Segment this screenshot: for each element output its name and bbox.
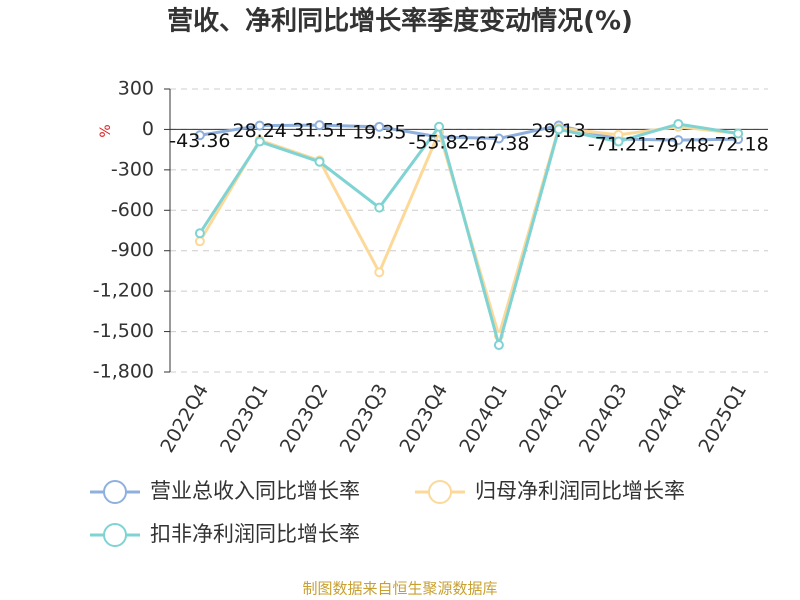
data-label: 19.35 xyxy=(352,121,406,143)
y-tick-label: -1,200 xyxy=(93,280,154,302)
y-axis-label: % xyxy=(98,124,114,137)
point xyxy=(493,340,504,351)
x-tick-label: 2024Q2 xyxy=(515,380,572,456)
x-tick-label: 2023Q1 xyxy=(216,380,273,456)
legend-marker xyxy=(103,480,127,504)
point xyxy=(314,156,325,167)
point xyxy=(434,121,445,132)
chart-title: 营收、净利同比增长率季度变动情况(%) xyxy=(167,6,633,37)
source: 制图数据来自恒生聚源数据库 xyxy=(302,580,497,598)
point xyxy=(733,128,744,139)
series-line xyxy=(198,122,739,351)
x-tick-label: 2023Q3 xyxy=(336,380,393,456)
x-tick-label: 2024Q4 xyxy=(635,380,692,456)
point xyxy=(613,136,624,147)
point xyxy=(194,236,205,247)
point xyxy=(493,133,504,144)
x-tick-label: 2025Q1 xyxy=(694,380,751,456)
y-tick-label: -1,500 xyxy=(93,320,154,342)
data-label: 31.51 xyxy=(292,120,346,142)
point xyxy=(254,120,265,131)
legend-marker xyxy=(103,523,127,547)
data-label: 29.13 xyxy=(531,120,585,142)
data-label: -67.38 xyxy=(468,133,529,155)
legend-label: 扣非净利润同比增长率 xyxy=(150,522,360,546)
point xyxy=(673,135,684,146)
data-label: 28.24 xyxy=(232,120,286,142)
x-tick-label: 2023Q4 xyxy=(395,380,452,456)
y-tick-label: -300 xyxy=(111,158,154,180)
x-tick-label: 2022Q4 xyxy=(156,380,213,456)
y-tick-label: -900 xyxy=(111,239,154,261)
x-tick-label: 2023Q2 xyxy=(276,380,333,456)
legend-marker xyxy=(428,480,452,504)
y-tick-label: -600 xyxy=(111,199,154,221)
x-tick-label: 2024Q3 xyxy=(575,380,632,456)
legend-label: 营业总收入同比增长率 xyxy=(150,479,360,503)
point xyxy=(553,124,564,135)
point xyxy=(254,136,265,147)
x-tick-label: 2024Q1 xyxy=(455,380,512,456)
data-label: -79.48 xyxy=(648,135,709,157)
data-label: -71.21 xyxy=(588,134,649,156)
point xyxy=(194,228,205,239)
legend-label: 归母净利润同比增长率 xyxy=(475,479,685,503)
series-line xyxy=(199,123,739,142)
point xyxy=(374,202,385,213)
y-tick-label: -1,800 xyxy=(93,361,154,383)
point xyxy=(673,119,684,130)
y-tick-label: 300 xyxy=(118,78,154,100)
data-label: -43.36 xyxy=(169,130,230,152)
point xyxy=(374,121,385,132)
data-label: -55.82 xyxy=(408,131,469,153)
data-label: -72.18 xyxy=(707,134,768,156)
point xyxy=(194,130,205,141)
point xyxy=(374,267,385,278)
point xyxy=(314,120,325,131)
y-tick-label: 0 xyxy=(142,118,154,140)
